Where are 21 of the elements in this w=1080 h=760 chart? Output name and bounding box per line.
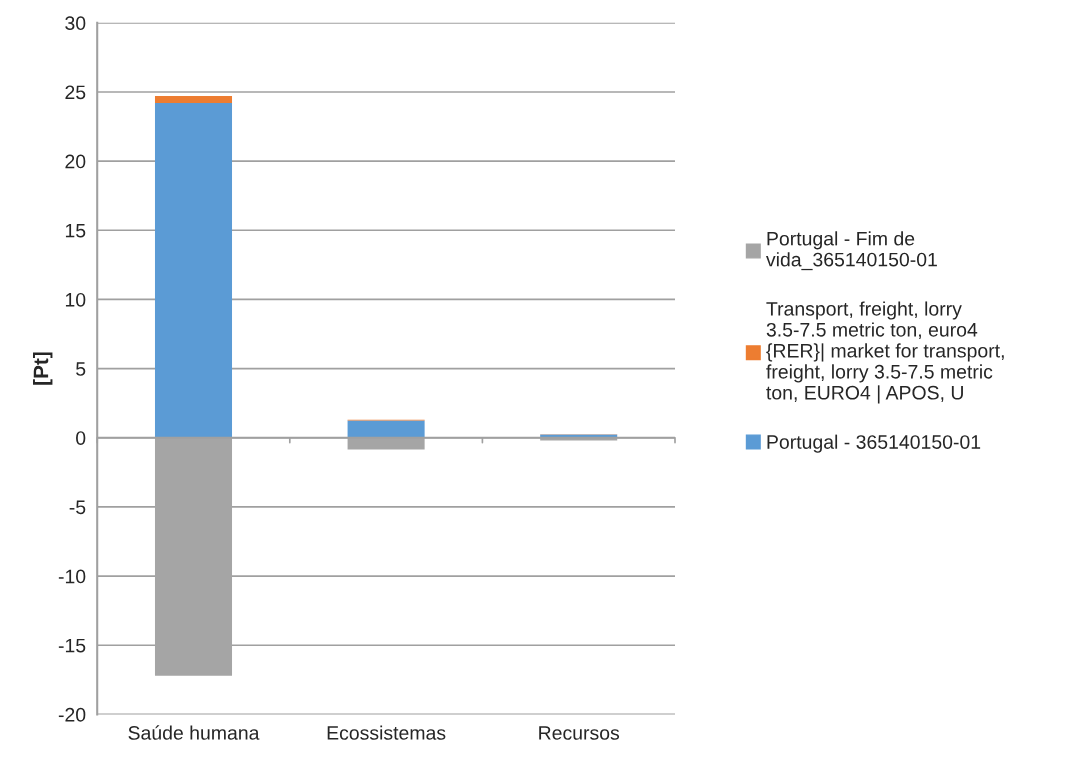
y-axis-title: [Pt] xyxy=(33,352,53,385)
bar xyxy=(154,96,233,104)
y-tick-label: -20 xyxy=(58,707,86,722)
legend-label: Portugal - 365140150-01 xyxy=(767,434,981,453)
y-tick-label: 10 xyxy=(65,292,86,307)
x-tick-label: Recursos xyxy=(539,726,620,740)
y-tick-label: 15 xyxy=(65,223,86,238)
y-tick-label: 25 xyxy=(65,85,86,100)
legend-label: Transport, freight, lorry 3.5-7.5 metric ton, euro4 {RER}| market for transport, freight, lorry 3.5-7.5 metric ton, EURO4 | APOS, U xyxy=(766,301,1004,404)
bar xyxy=(154,103,233,438)
bar xyxy=(347,420,425,438)
y-tick-label: -10 xyxy=(58,569,86,584)
legend-label: Portugal - Fim de vida_365140150-01 xyxy=(766,231,937,271)
x-tick-label: Ecossistemas xyxy=(327,725,446,740)
y-tick-label: 0 xyxy=(76,431,86,445)
y-tick-label: -15 xyxy=(58,638,86,653)
y-tick-label: -5 xyxy=(69,500,86,515)
x-tick-label: Saúde humana xyxy=(128,725,260,740)
y-tick-label: 5 xyxy=(76,362,86,376)
y-tick-label: 20 xyxy=(65,154,86,169)
y-tick-label: 30 xyxy=(65,16,86,31)
